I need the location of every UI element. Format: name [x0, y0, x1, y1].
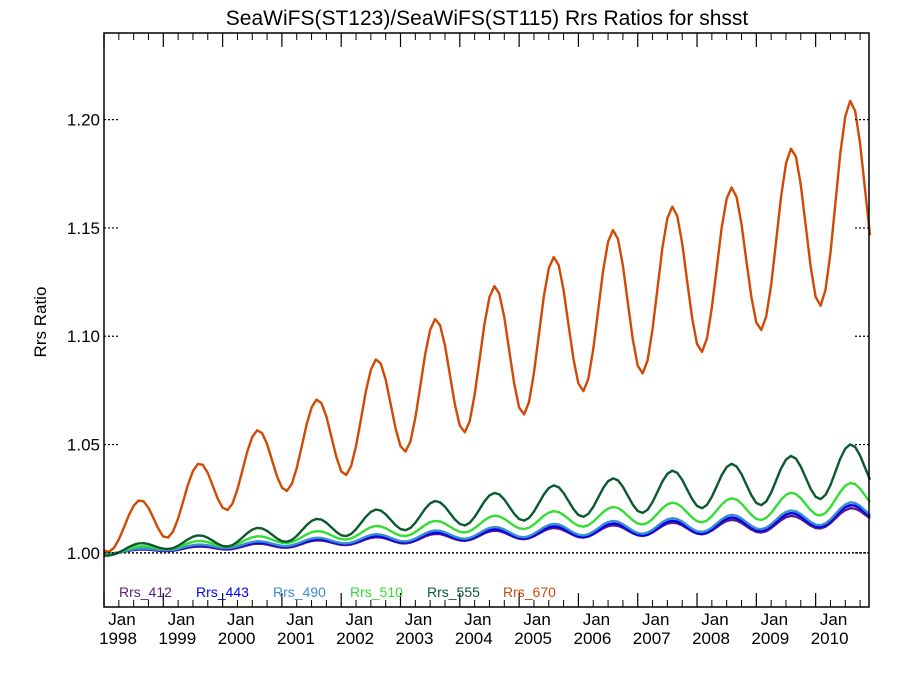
x-tick-month-label: Jan: [286, 610, 313, 629]
x-tick-year-label: 2010: [811, 629, 849, 648]
axis-ticks: 1.001.051.101.151.20Jan1998Jan1999Jan200…: [67, 33, 869, 648]
x-tick-year-label: 2003: [396, 629, 434, 648]
x-tick-month-label: Jan: [405, 610, 432, 629]
x-tick-year-label: 2006: [574, 629, 612, 648]
legend-entry-rrs-670: Rrs_670: [503, 584, 556, 600]
y-tick-label: 1.20: [67, 111, 100, 130]
x-tick-year-label: 2008: [692, 629, 730, 648]
y-tick-label: 1.10: [67, 327, 100, 346]
x-tick-year-label: 2002: [336, 629, 374, 648]
legend-entry-rrs-443: Rrs_443: [196, 584, 249, 600]
x-tick-month-label: Jan: [168, 610, 195, 629]
x-tick-month-label: Jan: [345, 610, 372, 629]
x-tick-year-label: 2007: [633, 629, 671, 648]
legend-entry-rrs-490: Rrs_490: [273, 584, 326, 600]
legend-entry-rrs-412: Rrs_412: [119, 584, 172, 600]
x-tick-month-label: Jan: [227, 610, 254, 629]
y-tick-label: 1.05: [67, 436, 100, 455]
y-axis-label: Rrs Ratio: [31, 287, 50, 358]
x-tick-year-label: 2004: [455, 629, 493, 648]
plot-frame: [103, 32, 870, 608]
x-tick-month-label: Jan: [464, 610, 491, 629]
x-tick-month-label: Jan: [701, 610, 728, 629]
x-tick-year-label: 2000: [218, 629, 256, 648]
chart-title: SeaWiFS(ST123)/SeaWiFS(ST115) Rrs Ratios…: [226, 7, 749, 30]
legend-entry-rrs-510: Rrs_510: [350, 584, 403, 600]
x-tick-year-label: 2001: [277, 629, 315, 648]
x-tick-month-label: Jan: [761, 610, 788, 629]
x-tick-year-label: 1999: [158, 629, 196, 648]
x-tick-month-label: Jan: [583, 610, 610, 629]
x-tick-month-label: Jan: [523, 610, 550, 629]
x-tick-month-label: Jan: [642, 610, 669, 629]
x-tick-year-label: 2009: [751, 629, 789, 648]
legend: Rrs_412 Rrs_443 Rrs_490 Rrs_510 Rrs_555 Rrs_6…: [119, 584, 556, 600]
series-line-rrs-670: [103, 99, 872, 553]
series-line-rrs-555: [103, 443, 872, 557]
y-tick-label: 1.15: [67, 219, 100, 238]
legend-entry-rrs-555: Rrs_555: [427, 584, 480, 600]
x-tick-month-label: Jan: [820, 610, 847, 629]
y-tick-label: 1.00: [67, 544, 100, 563]
x-tick-year-label: 2005: [514, 629, 552, 648]
x-tick-month-label: Jan: [108, 610, 135, 629]
x-tick-year-label: 1998: [99, 629, 137, 648]
series-lines: [103, 99, 872, 557]
series-line-rrs-490: [103, 501, 871, 556]
